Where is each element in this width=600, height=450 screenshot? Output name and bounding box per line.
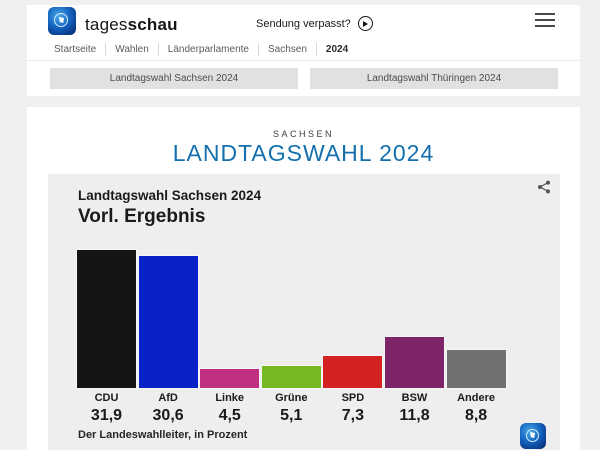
bar-cdu <box>76 248 137 390</box>
breadcrumb-sachsen[interactable]: Sachsen <box>267 44 307 55</box>
bar-label-afd: AfD 30,6 <box>139 392 198 425</box>
region-kicker: SACHSEN <box>272 129 334 139</box>
breadcrumb-laenderparlamente[interactable]: Länderparlamente <box>167 44 249 55</box>
bar-andere <box>445 348 507 390</box>
header-card: tagesschau Sendung verpasst? Startseite … <box>27 5 580 96</box>
party-name: SPD <box>341 392 365 404</box>
sendung-verpasst-link[interactable]: Sendung verpasst? <box>256 16 373 31</box>
share-icon[interactable] <box>537 180 551 194</box>
globe-icon <box>525 428 539 442</box>
bar-label-bsw: BSW 11,8 <box>385 392 444 425</box>
bar-label-linke: Linke 4,5 <box>200 392 259 425</box>
party-value: 7,3 <box>341 407 364 424</box>
bar-label-andere: Andere 8,8 <box>447 392 506 425</box>
play-triangle <box>363 20 369 27</box>
chart-title: Landtagswahl Sachsen 2024 <box>78 188 262 203</box>
breadcrumb: Startseite Wahlen Länderparlamente Sachs… <box>54 43 348 56</box>
label-group: CDU 31,9 AfD 30,6 Linke 4,5 Grüne 5,1 SPD 7,3 BSW 1… <box>77 392 531 425</box>
party-value: 8,8 <box>464 407 488 424</box>
bar-grüne <box>260 364 322 390</box>
tagesschau-watermark-logo-icon <box>520 423 546 449</box>
bar-spd <box>322 355 384 389</box>
tab-landtagswahl-sachsen[interactable]: Landtagswahl Sachsen 2024 <box>50 68 298 89</box>
party-name: AfD <box>158 392 178 404</box>
breadcrumb-divider <box>257 43 259 56</box>
brand-bold: schau <box>127 15 178 34</box>
bar-group <box>76 248 531 390</box>
globe-flag-icon <box>59 17 64 23</box>
main-content-card: SACHSEN LANDTAGSWAHL 2024 Landtagswahl S… <box>27 107 580 450</box>
party-name: Grüne <box>275 392 308 404</box>
bar-afd <box>137 254 199 389</box>
hamburger-menu-icon[interactable] <box>534 12 556 30</box>
chart-subtitle: Vorl. Ergebnis <box>78 206 206 227</box>
play-icon[interactable] <box>357 16 373 31</box>
tagesschau-logo-icon[interactable] <box>48 7 76 35</box>
tab-landtagswahl-thueringen[interactable]: Landtagswahl Thüringen 2024 <box>310 68 558 89</box>
bar-label-cdu: CDU 31,9 <box>77 392 136 425</box>
page-title: LANDTAGSWAHL 2024 <box>172 140 435 166</box>
bar-bsw <box>383 335 445 390</box>
party-value: 5,1 <box>280 407 303 424</box>
header-divider <box>27 60 580 61</box>
breadcrumb-wahlen[interactable]: Wahlen <box>115 44 149 55</box>
globe-flag-icon <box>530 432 535 438</box>
breadcrumb-startseite[interactable]: Startseite <box>54 44 97 55</box>
party-value: 30,6 <box>152 407 184 424</box>
breadcrumb-divider <box>315 43 317 56</box>
party-name: BSW <box>401 392 428 404</box>
party-value: 4,5 <box>218 407 241 424</box>
brand-regular: tages <box>85 15 128 34</box>
breadcrumb-divider <box>157 43 159 56</box>
sendung-verpasst-label: Sendung verpasst? <box>256 17 351 30</box>
breadcrumb-2024[interactable]: 2024 <box>325 44 349 55</box>
globe-icon <box>54 13 68 27</box>
party-value: 31,9 <box>90 407 123 424</box>
chart-source-note: Der Landeswahlleiter, in Prozent <box>78 429 248 441</box>
bar-label-grüne: Grüne 5,1 <box>262 392 321 425</box>
bar-label-spd: SPD 7,3 <box>323 392 382 425</box>
bar-linke <box>199 367 261 389</box>
party-name: Andere <box>457 392 496 404</box>
breadcrumb-divider <box>105 43 107 56</box>
party-value: 11,8 <box>399 407 430 424</box>
election-chart-card: Landtagswahl Sachsen 2024 Vorl. Ergebnis… <box>48 174 560 450</box>
brand-wordmark[interactable]: tagesschau <box>85 15 178 35</box>
party-name: CDU <box>94 392 119 404</box>
party-name: Linke <box>215 392 245 404</box>
